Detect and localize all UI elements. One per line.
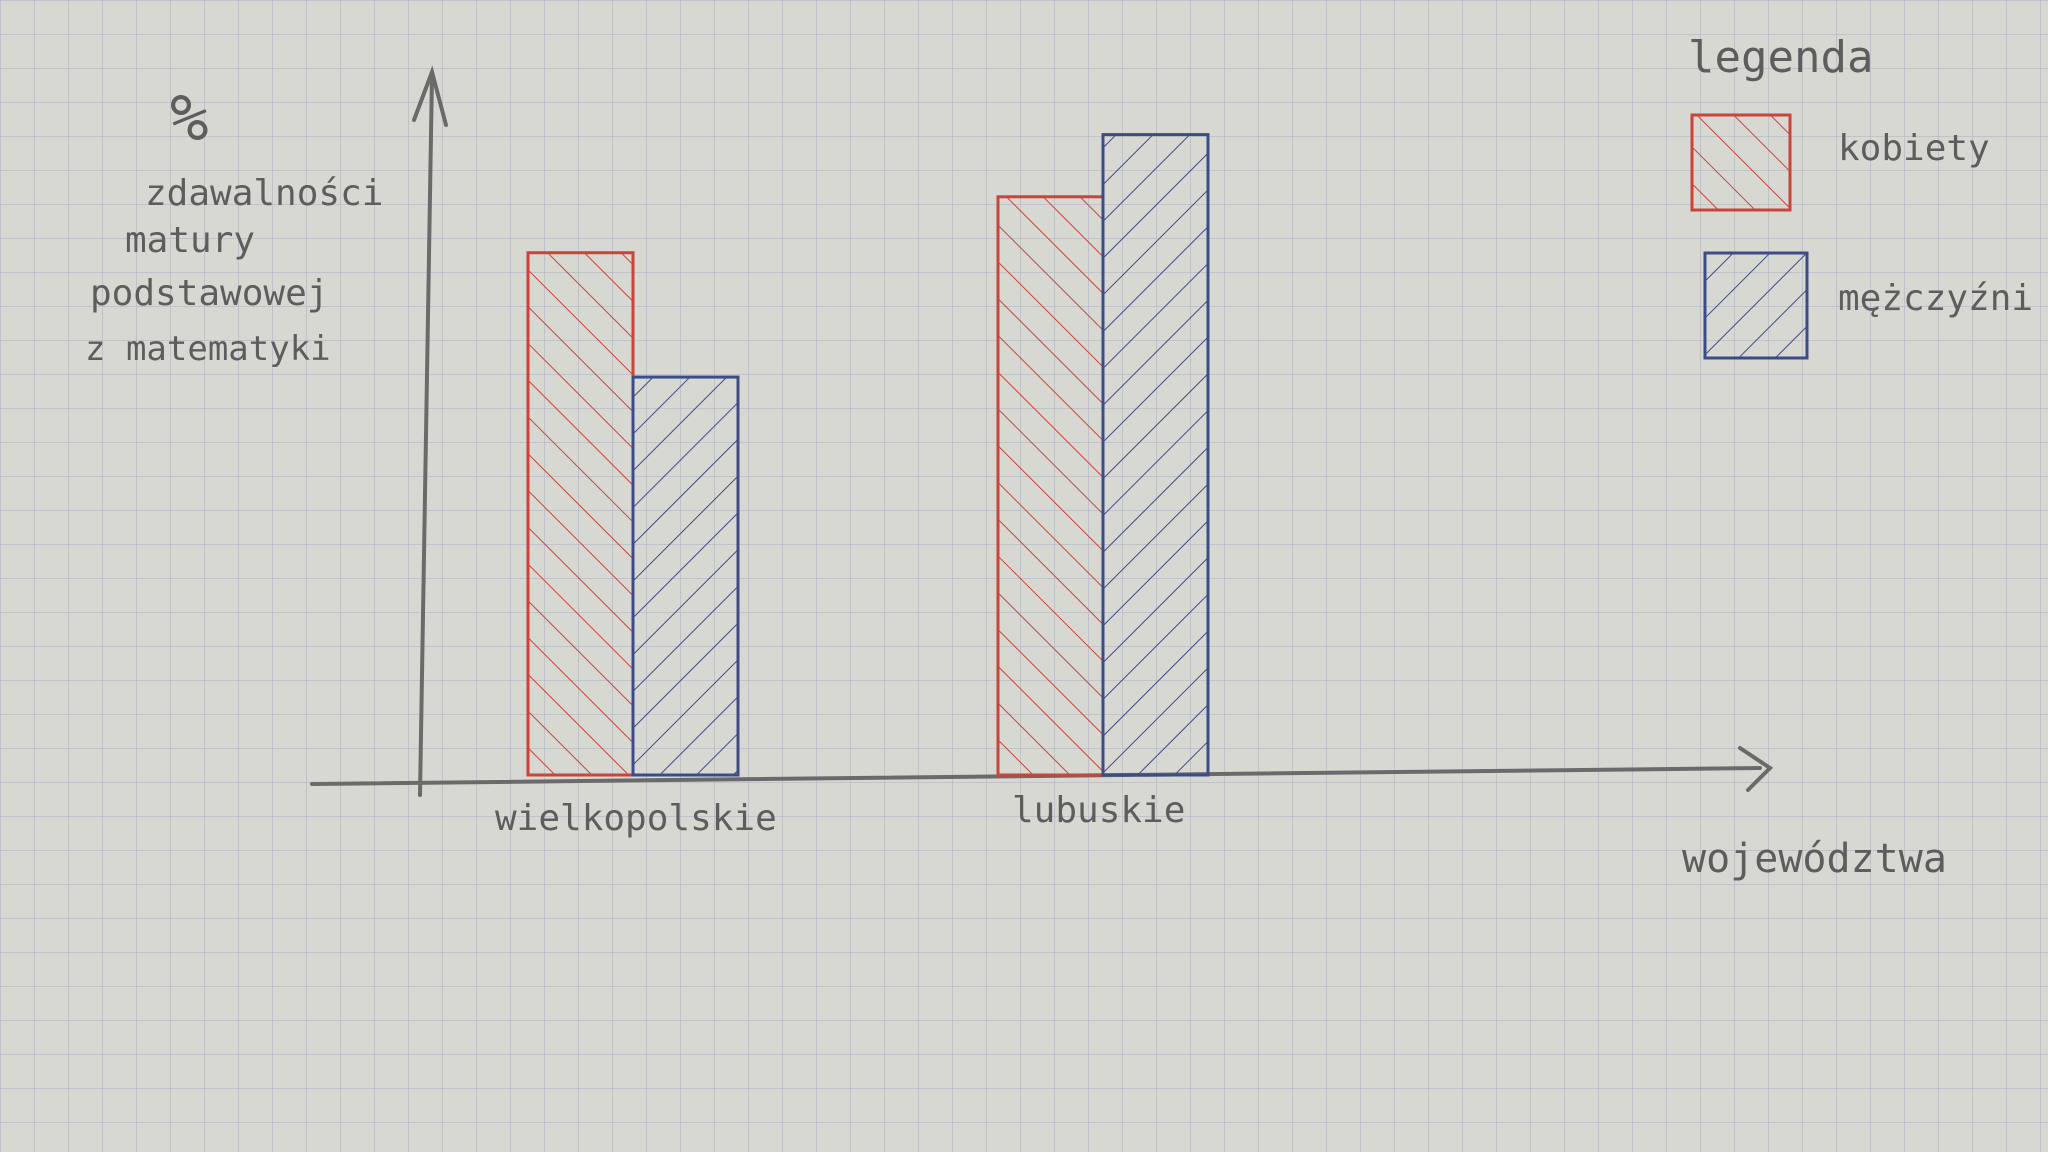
y-axis [418,73,434,797]
y-axis-label-line-4: z matematyki [85,329,331,369]
y-axis-label-line-2: matury [125,220,255,261]
legend: legenda kobiety mężczyźni [1688,32,2033,360]
x-axis-arrow [1738,746,1774,792]
bar-lubuskie-kobiety [996,195,1105,777]
tick-label-lubuskie: lubuskie [1012,790,1185,831]
legend-swatch-mezczyzni [1703,251,1809,360]
bars [526,133,1210,777]
tick-label-wielkopolskie: wielkopolskie [495,798,777,839]
legend-label-kobiety: kobiety [1838,128,1990,169]
bar-lubuskie-mezczyzni [1101,133,1210,777]
y-axis-unit: % [170,82,209,156]
legend-title: legenda [1688,32,1873,83]
legend-swatch-kobiety [1690,113,1792,212]
bar-wielkopolskie-mezczyzni [631,375,740,777]
y-axis-label-line-3: podstawowej [90,273,328,314]
legend-label-mezczyzni: mężczyźni [1838,278,2033,319]
bar-wielkopolskie-kobiety [526,251,635,777]
y-axis-label-line-1: zdawalności [145,173,383,214]
y-axis-arrow [412,65,448,127]
x-axis-label: województwa [1682,836,1947,882]
